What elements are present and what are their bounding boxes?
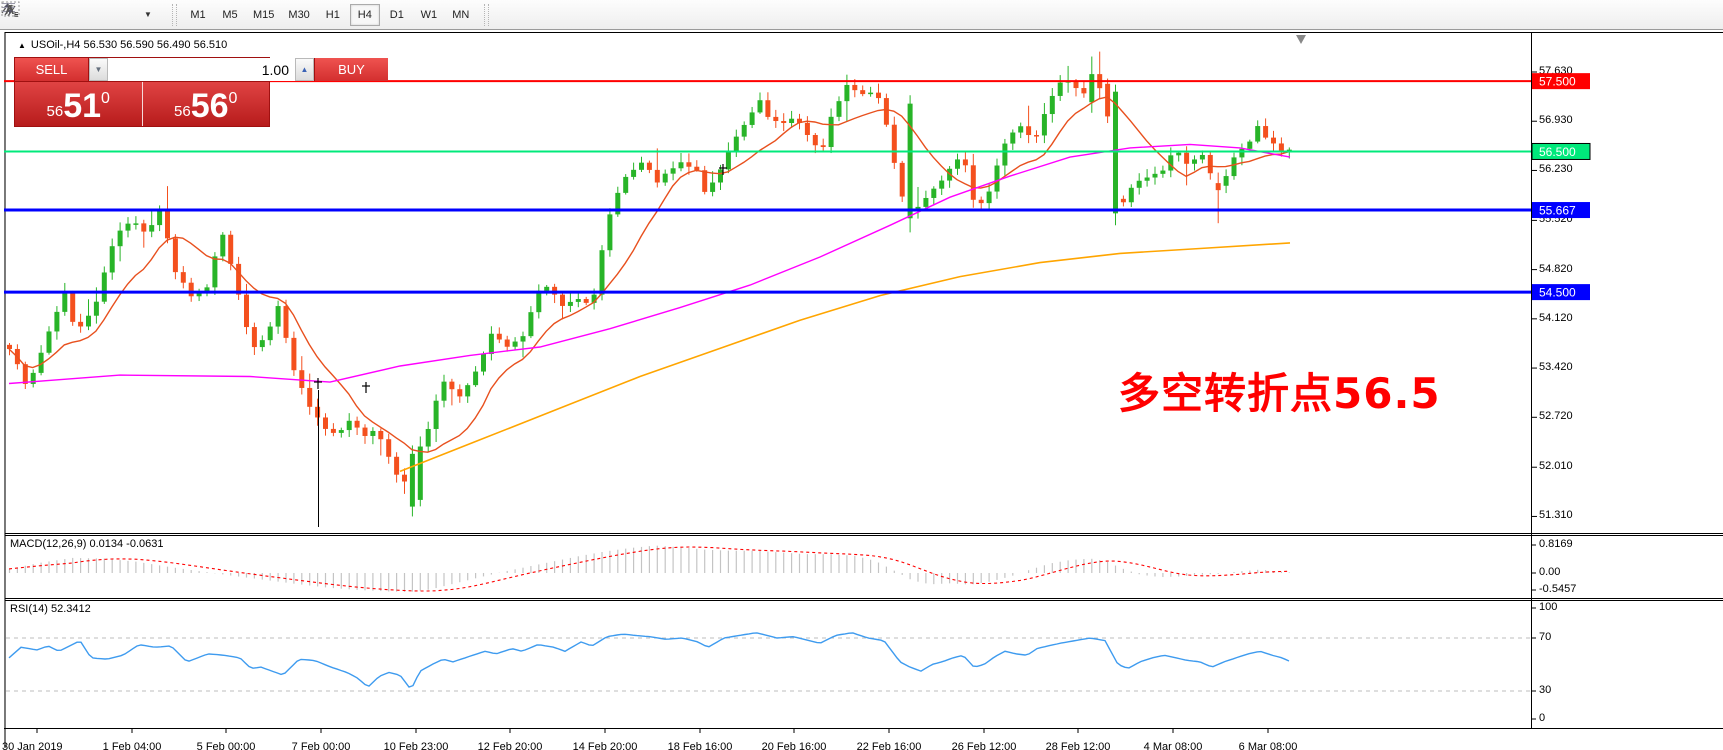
timeframe-MN[interactable]: MN	[452, 8, 470, 21]
toolbar-separator	[483, 3, 489, 26]
symbol-ohlc-line: ▲ USOil-,H4 56.530 56.590 56.490 56.510	[18, 39, 228, 51]
grid-icon[interactable]: F	[2, 3, 64, 27]
macd-label: MACD(12,26,9) 0.0134 -0.0631	[10, 538, 164, 550]
rsi-axis-label: 0	[1539, 712, 1546, 724]
arrange-arrows-icon[interactable]: ▼	[4, 3, 160, 27]
sell-button[interactable]: SELL	[15, 58, 88, 81]
buy-price-display[interactable]: 56 56 0	[142, 82, 269, 126]
buy-button[interactable]: BUY	[315, 58, 388, 81]
sell-price-pips: 0	[101, 90, 110, 107]
time-axis-label: 20 Feb 16:00	[761, 741, 827, 750]
timeframe-M15[interactable]: M15	[253, 8, 275, 21]
time-axis-label: 22 Feb 16:00	[856, 741, 922, 750]
timeframe-M1[interactable]: M1	[190, 8, 206, 21]
timeframe-M30[interactable]: M30	[288, 8, 310, 21]
sell-price-display[interactable]: 56 51 0	[15, 82, 143, 126]
time-axis-label: 12 Feb 20:00	[477, 741, 543, 750]
timeframe-group: M1 M5 M15 M30 H1 H4 D1 W1 MN	[183, 3, 478, 26]
timeframe-H1[interactable]: H1	[325, 8, 340, 21]
sell-price-handle: 56	[46, 103, 64, 120]
timeframe-H4[interactable]: H4	[349, 3, 380, 26]
price-axis-label: 51.310	[1539, 509, 1573, 522]
sell-price-main: 51	[63, 87, 102, 126]
price-axis-label: 52.010	[1539, 460, 1573, 473]
timeframe-D1[interactable]: D1	[389, 8, 404, 21]
time-axis-label: 5 Feb 00:00	[196, 741, 256, 750]
collapse-arrow-icon[interactable]: ▲	[18, 41, 26, 50]
rsi-axis-label: 70	[1539, 631, 1552, 643]
buy-price-handle: 56	[174, 103, 191, 120]
volume-input[interactable]	[108, 58, 295, 81]
macd-axis-label: -0.5457	[1539, 583, 1577, 595]
time-axis-label: 14 Feb 20:00	[572, 741, 638, 750]
price-axis-label: 52.720	[1539, 410, 1573, 423]
toolbar-separator	[172, 3, 177, 26]
macd-axis-label: 0.00	[1539, 566, 1561, 578]
price-axis-label: 56.230	[1539, 163, 1573, 176]
price-axis-label: 53.420	[1539, 361, 1573, 374]
volume-decrease-button[interactable]: ▼	[89, 58, 108, 81]
dropdown-caret-icon[interactable]: ▼	[144, 10, 152, 19]
svg-text:55.667: 55.667	[1539, 204, 1576, 218]
buy-price-main: 56	[190, 87, 229, 126]
rsi-label: RSI(14) 52.3412	[10, 603, 91, 615]
price-axis-label: 54.120	[1539, 311, 1573, 324]
rsi-axis-label: 30	[1539, 684, 1552, 696]
time-axis-label: 28 Feb 12:00	[1045, 741, 1111, 750]
buy-price-pips: 0	[228, 90, 238, 107]
macd-axis-label: 0.8169	[1539, 538, 1573, 550]
svg-text:F: F	[14, 12, 18, 18]
time-axis-label: 10 Feb 23:00	[383, 741, 449, 750]
svg-text:57.500: 57.500	[1539, 75, 1576, 89]
time-axis-label: 6 Mar 08:00	[1238, 741, 1298, 750]
volume-increase-button[interactable]: ▲	[295, 58, 314, 81]
svg-text:54.500: 54.500	[1539, 286, 1576, 300]
time-axis-label: 30 Jan 2019	[2, 741, 63, 750]
timeframe-M5[interactable]: M5	[222, 8, 238, 21]
chart-annotation-text: 多空转折点56.5	[1118, 369, 1441, 418]
svg-text:E: E	[14, 12, 19, 18]
time-axis-label: 26 Feb 12:00	[951, 741, 1017, 750]
text-label-icon[interactable]: A	[5, 2, 96, 27]
time-axis-label: 4 Mar 08:00	[1143, 741, 1203, 750]
svg-text:56.500: 56.500	[1539, 145, 1576, 159]
volume-group: ▼ ▲	[88, 58, 315, 81]
timeframe-W1[interactable]: W1	[420, 8, 438, 21]
svg-text:A: A	[5, 2, 15, 17]
time-axis-label: 7 Feb 00:00	[291, 741, 351, 750]
time-axis-label: 18 Feb 16:00	[667, 741, 733, 750]
time-axis-label: 1 Feb 04:00	[102, 741, 162, 750]
rsi-axis-label: 100	[1539, 601, 1558, 613]
price-axis-label: 56.930	[1539, 114, 1573, 127]
price-axis-label: 54.820	[1539, 262, 1573, 275]
